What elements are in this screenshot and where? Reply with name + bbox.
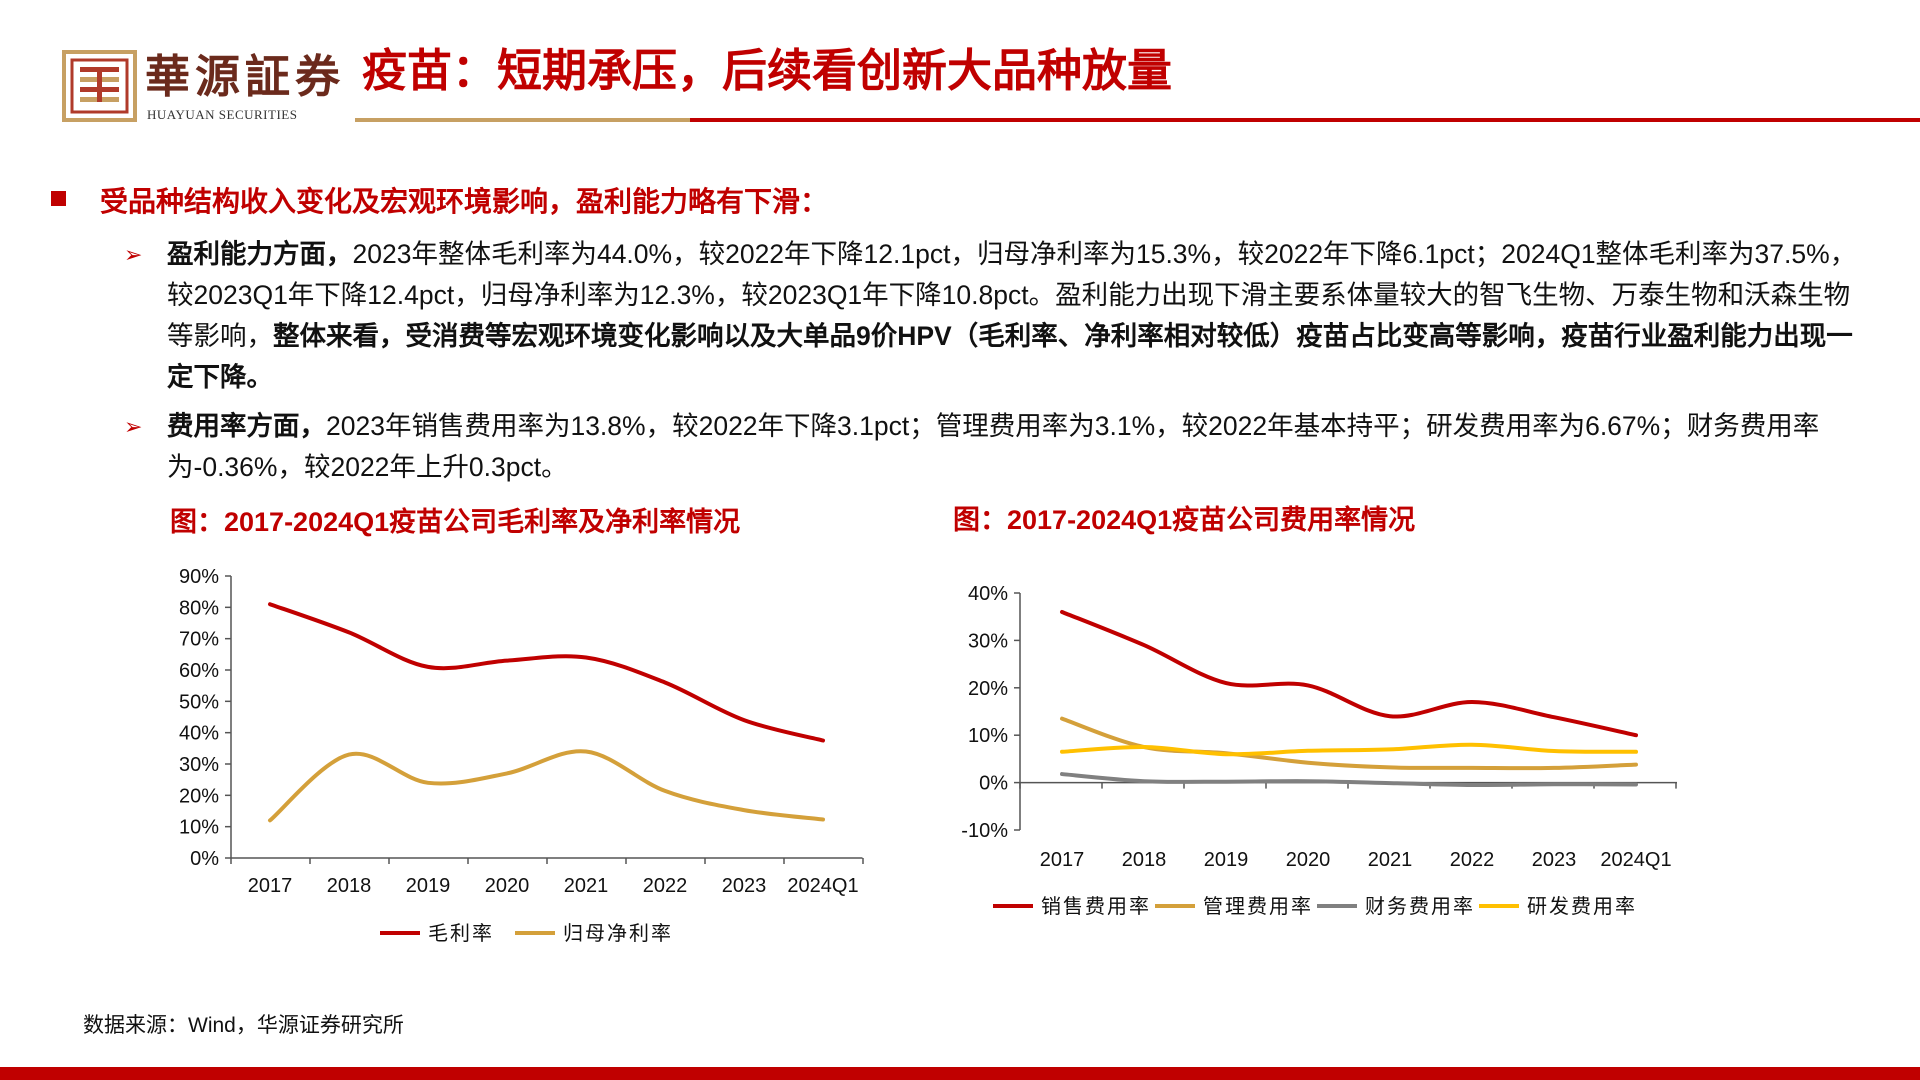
legend-label: 销售费用率 [1041, 894, 1151, 918]
left-chart-title: 图：2017-2024Q1疫苗公司毛利率及净利率情况 [170, 507, 741, 537]
y-tick-label: 30% [179, 754, 219, 776]
bullet-lead: 盈利能力方面， [167, 239, 353, 269]
x-tick-label: 2017 [248, 875, 293, 897]
y-tick-label: 20% [968, 678, 1008, 700]
y-tick-label: 60% [179, 660, 219, 682]
legend-label: 毛利率 [428, 921, 494, 945]
y-tick-label: 10% [968, 725, 1008, 747]
x-tick-label: 2018 [1122, 849, 1167, 871]
y-tick-label: 0% [190, 848, 219, 870]
legend-label: 归母净利率 [563, 921, 673, 945]
page-title: 疫苗：短期承压，后续看创新大品种放量 [362, 44, 1173, 97]
series-line-4 [1060, 742, 1638, 757]
x-tick-label: 2022 [1450, 849, 1495, 871]
company-logo-icon [62, 50, 137, 122]
x-tick-label: 2019 [406, 875, 451, 897]
x-tick-label: 2021 [1368, 849, 1413, 871]
y-tick-label: 0% [979, 773, 1008, 795]
y-tick-label: 20% [179, 785, 219, 807]
y-tick-label: 40% [179, 723, 219, 745]
brand-name-cn: 華源証券 [145, 50, 346, 103]
arrow-bullet-icon: ➢ [124, 414, 143, 439]
y-tick-label: -10% [961, 820, 1008, 842]
x-tick-label: 2020 [485, 875, 530, 897]
x-tick-label: 2023 [722, 875, 767, 897]
legend-label: 财务费用率 [1365, 894, 1475, 918]
section-heading: 受品种结构收入变化及宏观环境影响，盈利能力略有下滑： [100, 186, 829, 217]
footer-bar [0, 1067, 1920, 1080]
y-tick-label: 50% [179, 691, 219, 713]
x-tick-label: 2024Q1 [1600, 849, 1671, 871]
y-tick-label: 30% [968, 630, 1008, 652]
bullet-conclusion: 整体来看，受消费等宏观环境变化影响以及大单品9价HPV（毛利率、净利率相对较低）… [167, 321, 1853, 392]
header-divider-red [690, 118, 1920, 122]
series-line-2 [1060, 716, 1638, 771]
x-tick-label: 2020 [1286, 849, 1331, 871]
bullet-paragraph-profitability: 盈利能力方面，2023年整体毛利率为44.0%，较2022年下降12.1pct，… [167, 234, 1867, 398]
y-tick-label: 10% [179, 817, 219, 839]
y-tick-label: 90% [179, 566, 219, 588]
x-tick-label: 2017 [1040, 849, 1085, 871]
series-line-3 [1060, 772, 1638, 788]
x-tick-label: 2023 [1532, 849, 1577, 871]
bullet-paragraph-expenses: 费用率方面，2023年销售费用率为13.8%，较2022年下降3.1pct；管理… [167, 406, 1867, 488]
brand-name-en: HUAYUAN SECURITIES [147, 107, 298, 122]
series-line-2 [268, 749, 825, 823]
x-tick-label: 2021 [564, 875, 609, 897]
header-divider-gold [355, 118, 690, 122]
arrow-bullet-icon: ➢ [124, 242, 143, 267]
x-tick-label: 2018 [327, 875, 372, 897]
right-chart-title: 图：2017-2024Q1疫苗公司费用率情况 [953, 505, 1416, 535]
series-line-1 [1060, 609, 1638, 738]
legend-label: 管理费用率 [1203, 894, 1313, 918]
y-tick-label: 80% [179, 597, 219, 619]
data-source-note: 数据来源：Wind，华源证券研究所 [83, 1014, 404, 1037]
bullet-body: 2023年整体毛利率为44.0%，较2022年下降12.1pct，归母净利率为1… [167, 239, 1857, 351]
x-tick-label: 2024Q1 [787, 875, 858, 897]
y-tick-label: 40% [968, 583, 1008, 605]
section-bullet-icon [51, 191, 66, 206]
legend-label: 研发费用率 [1527, 894, 1637, 918]
x-tick-label: 2019 [1204, 849, 1249, 871]
series-line-1 [268, 602, 825, 743]
bullet-lead: 费用率方面， [167, 411, 326, 441]
y-tick-label: 70% [179, 629, 219, 651]
bullet-body: 2023年销售费用率为13.8%，较2022年下降3.1pct；管理费用率为3.… [167, 411, 1820, 482]
x-tick-label: 2022 [643, 875, 688, 897]
